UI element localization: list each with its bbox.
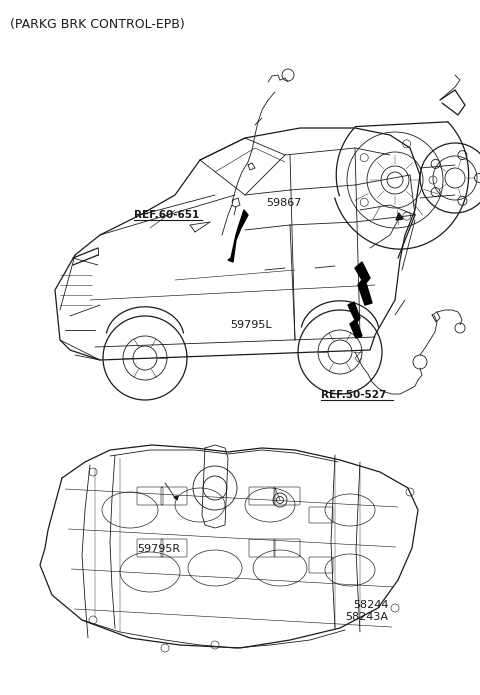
Text: REF.60-651: REF.60-651: [134, 211, 200, 220]
Polygon shape: [228, 210, 248, 262]
Polygon shape: [174, 496, 178, 500]
Polygon shape: [355, 262, 372, 305]
Text: 59867: 59867: [266, 198, 302, 208]
Text: 58244: 58244: [353, 600, 388, 610]
Text: 58243A: 58243A: [346, 612, 389, 622]
Text: 59795R: 59795R: [137, 544, 180, 554]
Text: REF.50-527: REF.50-527: [321, 390, 386, 400]
Text: 59795L: 59795L: [230, 320, 272, 330]
Polygon shape: [396, 213, 403, 220]
Polygon shape: [348, 302, 362, 338]
Text: (PARKG BRK CONTROL-EPB): (PARKG BRK CONTROL-EPB): [10, 18, 185, 31]
